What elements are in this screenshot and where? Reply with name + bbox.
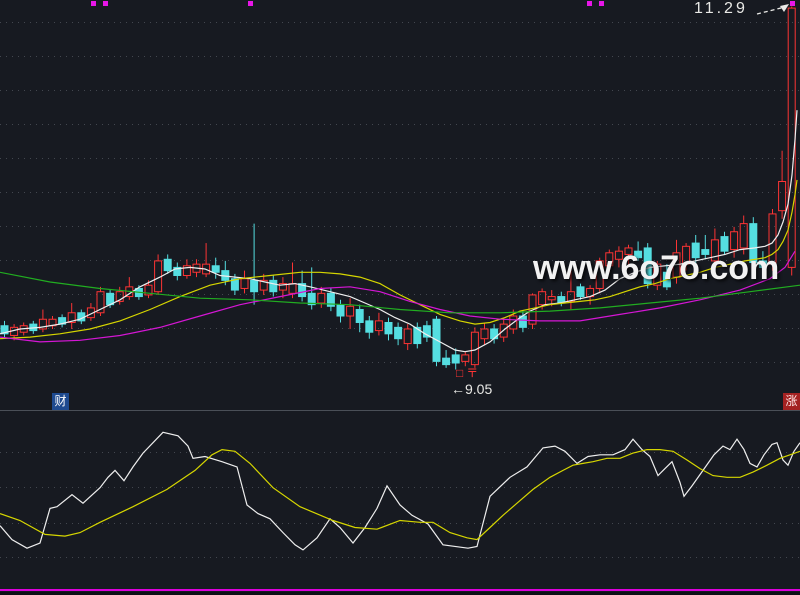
indicator-slow-yellow [0,448,800,541]
candles [0,6,796,370]
low-price-label: ←9.05 [451,381,493,397]
tab-rise[interactable]: 涨 [783,393,800,410]
gridlines [0,22,800,558]
high-price-label: 11.29 [694,0,748,17]
MA-slow-magenta [0,250,796,343]
MA-long-green [0,271,800,314]
indicator-fast-white [0,431,800,551]
MA-mid-yellow [0,179,798,340]
MA-fast-white [0,110,798,353]
signal-marker-glyphs: □〒 [456,366,482,380]
tab-finance[interactable]: 财 [52,393,69,410]
watermark: www.6o7o.com [533,249,780,287]
bottom-strip [0,592,800,595]
top-signal-markers [91,1,795,6]
high-annotation-arrow [756,4,789,15]
